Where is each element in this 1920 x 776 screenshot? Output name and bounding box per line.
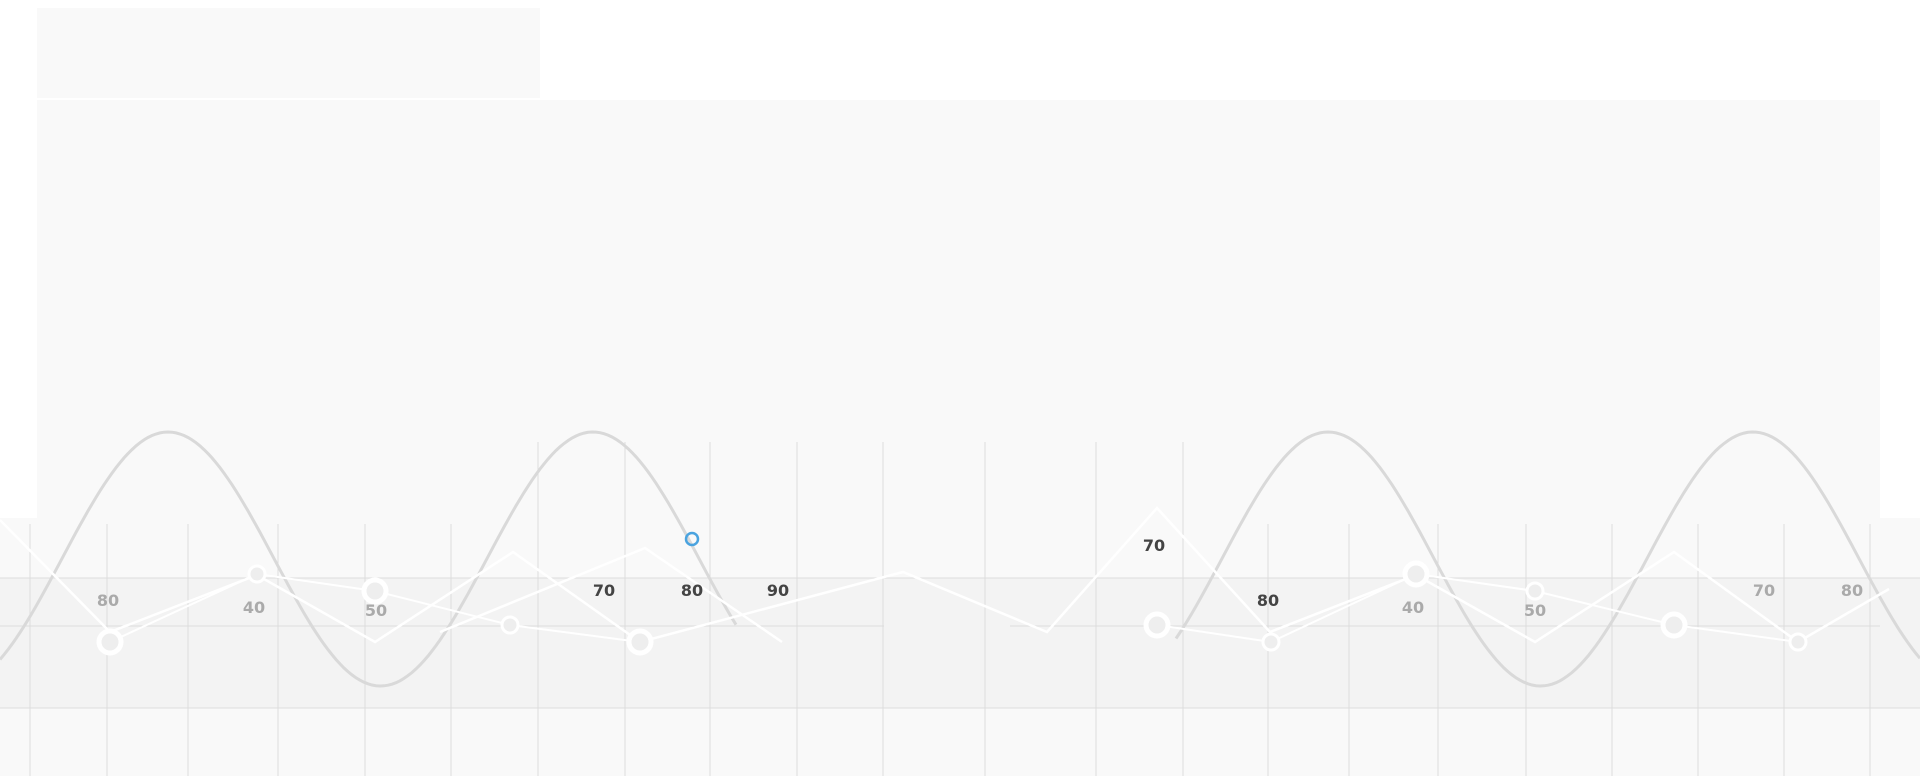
value-label: 80: [681, 581, 703, 600]
connector-line: [439, 546, 783, 644]
wave-layer: [0, 430, 1920, 688]
data-point: [361, 577, 389, 605]
data-point: [1143, 611, 1171, 639]
value-label: 80: [97, 591, 119, 610]
top-left-panel: [37, 8, 540, 98]
value-label: 50: [1524, 601, 1546, 620]
value-label: 70: [593, 581, 615, 600]
data-point: [626, 628, 654, 656]
value-label: 40: [1402, 598, 1424, 617]
main-panel: [37, 100, 1880, 520]
wave-line: [1174, 430, 1920, 688]
value-label: 70: [1143, 536, 1165, 555]
wave-line: [0, 430, 738, 688]
value-label: 70: [1753, 581, 1775, 600]
value-label-layer: 80 40 50 70 80 90 70 80 40 50 70 80: [97, 536, 1863, 620]
value-label: 50: [365, 601, 387, 620]
data-point: [1788, 632, 1808, 652]
data-point: [1261, 632, 1281, 652]
data-point: [1402, 560, 1430, 588]
data-point: [500, 615, 520, 635]
marker-layer: [96, 531, 1808, 656]
data-point: [247, 564, 267, 584]
connector-line: [0, 506, 1890, 644]
value-label: 40: [243, 598, 265, 617]
data-point: [96, 628, 124, 656]
value-label: 80: [1257, 591, 1279, 610]
data-point: [1660, 611, 1688, 639]
series-line: [1156, 572, 1799, 644]
panel-layer: [0, 8, 1920, 776]
highlight-marker: [684, 531, 700, 547]
data-point: [1525, 581, 1545, 601]
value-label: 90: [767, 581, 789, 600]
data-band: [0, 578, 1920, 708]
value-label: 80: [1841, 581, 1863, 600]
